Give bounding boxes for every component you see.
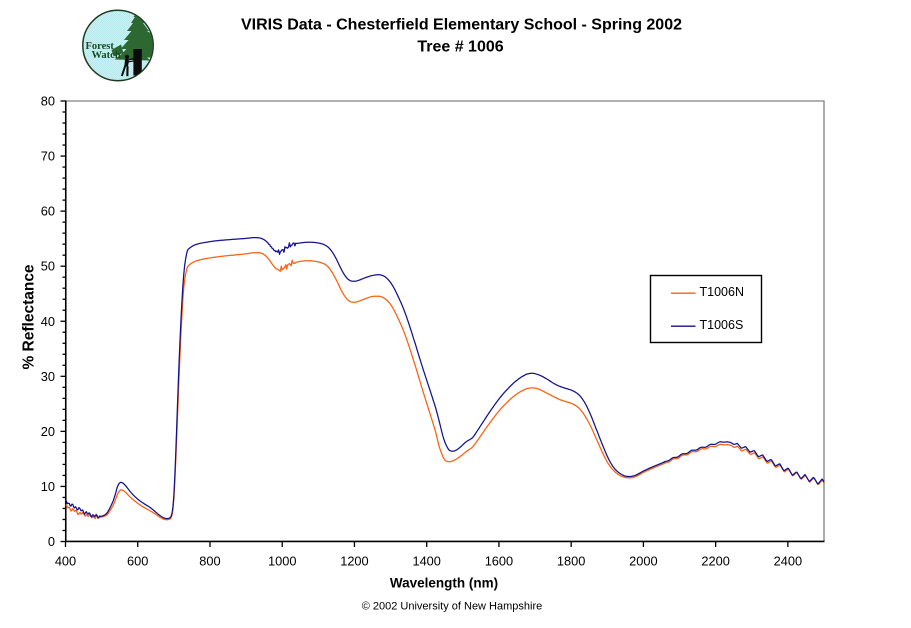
svg-text:1400: 1400 bbox=[412, 554, 440, 569]
svg-text:0: 0 bbox=[48, 534, 55, 549]
svg-text:% Reflectance: % Reflectance bbox=[21, 264, 38, 369]
svg-text:2400: 2400 bbox=[774, 554, 802, 569]
svg-text:1000: 1000 bbox=[268, 554, 296, 569]
svg-text:20: 20 bbox=[41, 424, 55, 439]
svg-text:40: 40 bbox=[41, 314, 55, 329]
svg-text:60: 60 bbox=[41, 204, 55, 219]
svg-text:70: 70 bbox=[41, 149, 55, 164]
svg-text:2200: 2200 bbox=[701, 554, 729, 569]
svg-text:T1006S: T1006S bbox=[700, 318, 744, 332]
svg-text:Wavelength (nm): Wavelength (nm) bbox=[390, 576, 498, 591]
svg-text:© 2002 University of New Hamps: © 2002 University of New Hampshire bbox=[362, 601, 543, 613]
svg-text:600: 600 bbox=[127, 554, 148, 569]
svg-text:1600: 1600 bbox=[485, 554, 513, 569]
svg-text:T1006N: T1006N bbox=[700, 285, 744, 299]
svg-text:30: 30 bbox=[41, 369, 55, 384]
svg-text:800: 800 bbox=[199, 554, 220, 569]
svg-text:2000: 2000 bbox=[629, 554, 657, 569]
svg-text:VIRIS Data - Chesterfield Elem: VIRIS Data - Chesterfield Elementary Sch… bbox=[241, 17, 682, 34]
svg-text:10: 10 bbox=[41, 479, 55, 494]
svg-text:Watch: Watch bbox=[92, 50, 121, 61]
svg-text:Tree # 1006: Tree # 1006 bbox=[417, 39, 503, 56]
svg-text:400: 400 bbox=[55, 554, 76, 569]
svg-text:50: 50 bbox=[41, 259, 55, 274]
svg-text:1200: 1200 bbox=[340, 554, 368, 569]
svg-text:Forest: Forest bbox=[86, 41, 115, 52]
svg-text:80: 80 bbox=[41, 94, 55, 109]
svg-text:1800: 1800 bbox=[557, 554, 585, 569]
